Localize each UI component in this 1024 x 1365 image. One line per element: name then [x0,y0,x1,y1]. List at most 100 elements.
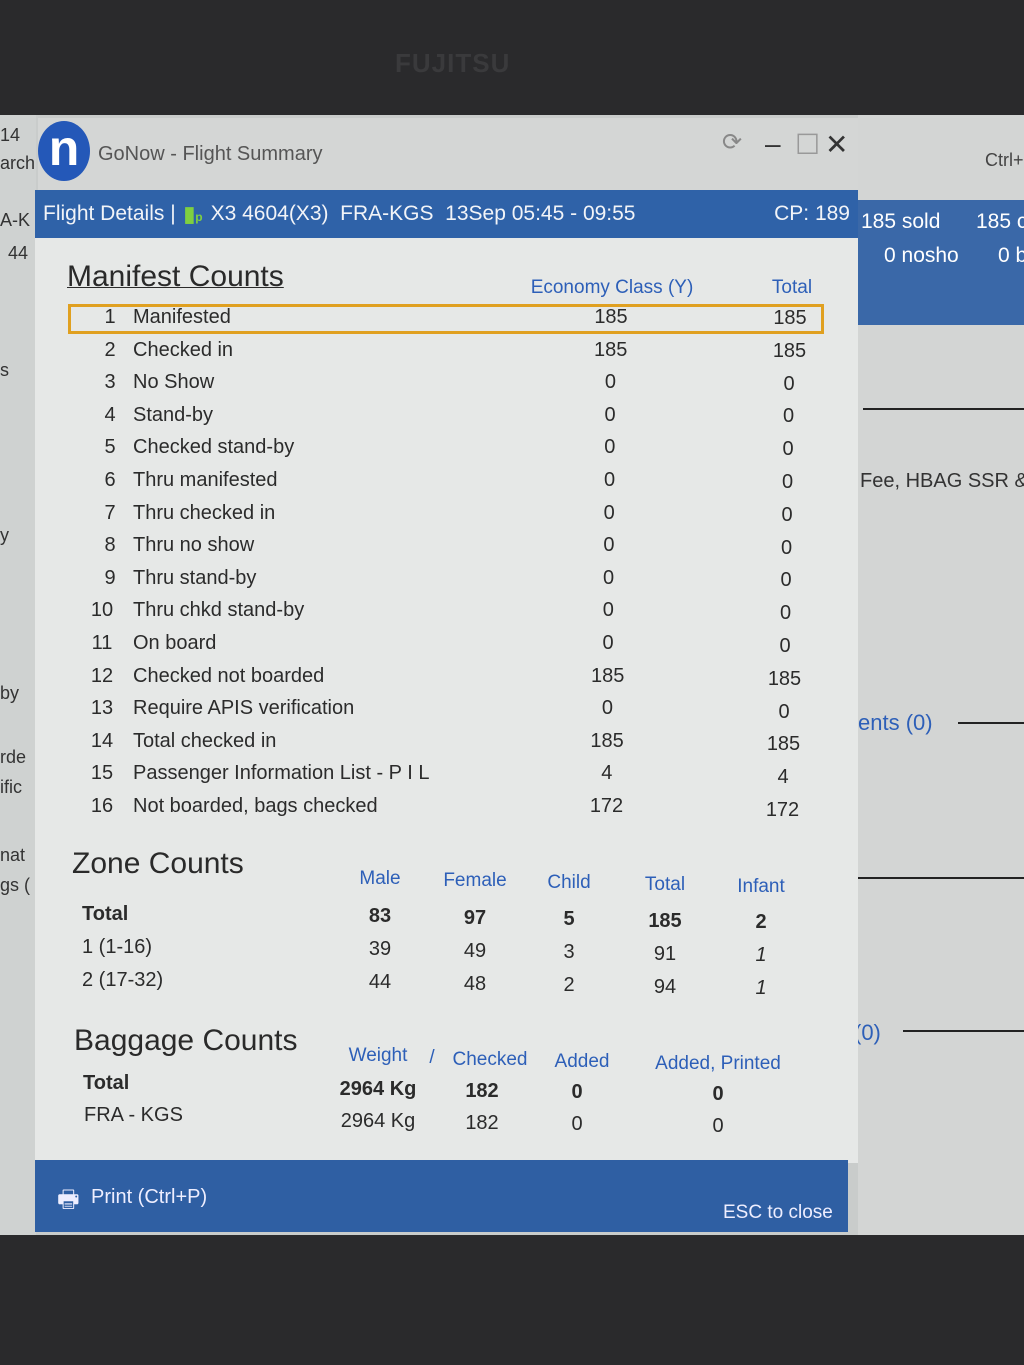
window-titlebar[interactable] [38,118,858,193]
total-count: 185 [772,339,807,362]
bg-count: 185 c [976,210,1024,233]
sold-count: 185 sold [861,210,941,233]
background-summary-strip: 185 sold 185 c 0 nosho 0 b [858,200,1024,325]
bg-text: 44 [8,243,29,263]
total-count: 172 [765,799,800,821]
zone-value: 1 [755,977,767,999]
col-economy: Economy Class (Y) [530,277,694,298]
total-count: 185 [767,667,802,690]
economy-count: 185 [594,338,628,361]
bg-ents-link[interactable]: ents (0) [858,710,933,735]
baggage-col-header: Added [554,1051,610,1072]
row-label: No Show [133,371,215,394]
bg-text: ific [0,777,22,797]
esc-close-hint[interactable]: ESC to close [723,1202,833,1223]
bg-text: A-K [0,210,31,230]
capacity: CP: 189 [774,202,850,225]
row-number: 9 [104,566,116,589]
window-title: GoNow - Flight Summary [98,143,323,165]
zone-col-header: Child [547,872,591,893]
baggage-col-header: Added, Printed [655,1053,781,1074]
print-button[interactable]: Print (Ctrl+P) [91,1186,208,1208]
gonow-logo: n [38,121,90,181]
baggage-title: Baggage Counts [74,1024,298,1057]
total-count: 4 [777,766,789,789]
col-total: Total [771,277,813,298]
baggage-value: 2964 Kg [340,1110,416,1132]
baggage-col-header: Checked [452,1049,528,1070]
flight-details-header: Flight Details | ▮p X3 4604(X3) FRA-KGS … [35,190,858,238]
row-number: 3 [104,371,116,394]
zone-value: 49 [463,939,487,962]
refresh-shortcut[interactable]: Ctrl+ [985,150,1024,170]
bg-text: nat [0,845,26,865]
baggage-value: 0 [712,1114,724,1137]
row-label: On board [133,632,217,654]
economy-count: 0 [603,469,616,491]
bg-text: 14 [0,125,21,145]
zone-value: 3 [563,941,575,963]
row-label: Manifested [133,306,231,328]
row-number: 5 [104,436,116,459]
baggage-value: 182 [465,1111,499,1134]
bg-text: arch [0,153,36,173]
row-label: Checked in [133,338,234,361]
bg-text: s [0,360,9,380]
zone-value: 2 [563,974,575,996]
row-number: 6 [104,469,116,491]
monitor-brand: FUJITSU [395,48,511,78]
maximize-button[interactable]: ☐ [795,129,821,160]
row-number: 7 [104,501,116,524]
baggage-value: 0 [571,1081,583,1103]
total-count: 0 [781,503,793,526]
bg-text: by [0,683,20,703]
total-count: 0 [779,635,791,657]
close-button[interactable]: ✕ [825,129,849,160]
economy-count: 4 [601,762,613,785]
row-label: Thru stand-by [133,566,257,589]
row-number: 11 [91,632,113,654]
bg-count: 0 b [998,244,1024,267]
zone-value: 5 [563,908,575,930]
flight-info: X3 4604(X3) FRA-KGS 13Sep 05:45 - 09:55 [210,202,636,225]
economy-count: 0 [604,371,616,394]
baggage-col-header: / [429,1047,435,1068]
header-label: Flight Details | [43,202,176,225]
zone-label: Total [82,903,129,925]
economy-count: 172 [589,795,624,817]
zone-col-header: Female [443,870,507,891]
manifest-title: Manifest Counts [67,260,284,293]
zone-col-header: Infant [737,876,785,897]
economy-count: 0 [603,534,615,557]
baggage-col-header: Weight [348,1045,408,1066]
total-count: 0 [780,536,793,559]
zone-value: 97 [463,906,487,929]
row-number: 10 [90,599,114,622]
bg-zero-link[interactable]: (0) [858,1020,881,1045]
economy-count: 0 [604,403,616,426]
selected-row-highlight [68,304,824,334]
zone-value: 83 [368,905,392,927]
noshow-count: 0 nosho [884,244,959,267]
row-number: 15 [90,762,114,785]
background-app-left: 14 arch A-K 44 s y by rde ific nat gs ( [0,115,36,1235]
row-label: Not boarded, bags checked [133,795,378,817]
economy-count: 185 [594,306,628,328]
economy-count: 0 [604,436,616,459]
row-number: 1 [104,306,116,328]
total-count: 185 [773,307,807,329]
minimize-button[interactable]: – [765,128,781,159]
total-count: 0 [783,372,795,395]
restore-icon[interactable]: ⟳ [722,129,743,156]
total-count: 0 [782,405,795,428]
airline-icon: ▮p [183,202,203,226]
row-number: 13 [90,697,114,720]
total-count: 0 [780,569,792,592]
total-count: 0 [782,438,794,461]
zone-value: 185 [648,909,682,932]
bg-text: rde [0,747,27,767]
baggage-value: 0 [712,1082,724,1105]
row-number: 8 [104,534,116,557]
row-label: Require APIS verification [133,697,355,720]
baggage-label: FRA - KGS [84,1104,183,1126]
